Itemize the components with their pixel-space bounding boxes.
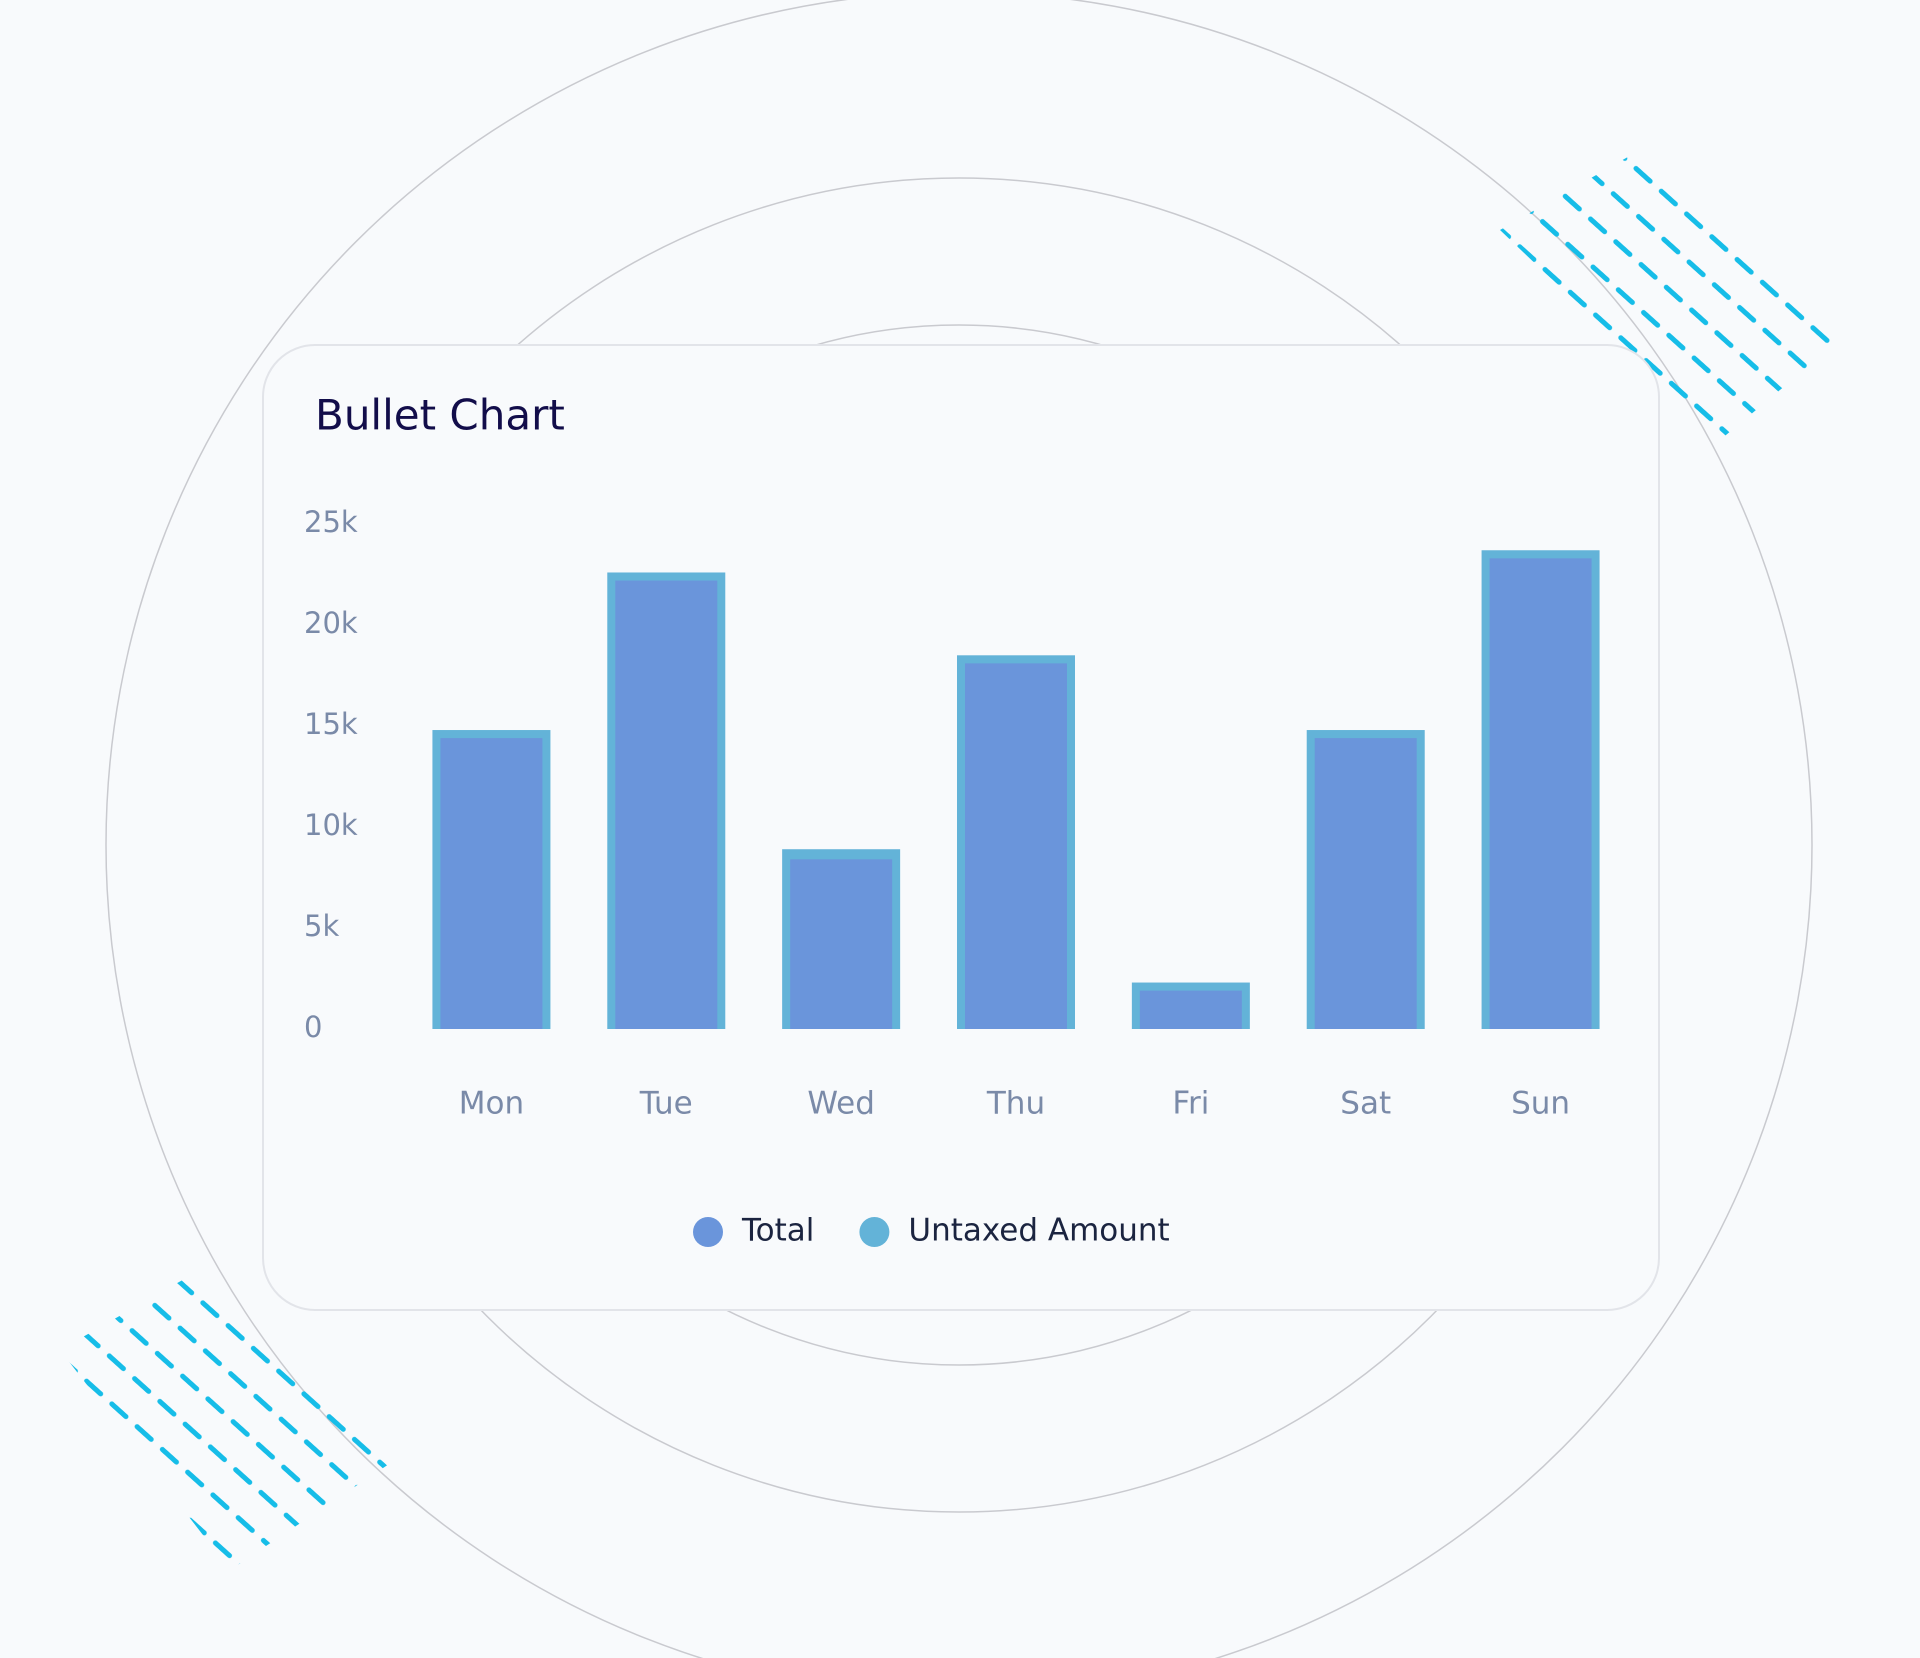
x-tick-label: Mon xyxy=(459,1086,524,1122)
total-bar xyxy=(1489,558,1592,1029)
total-bar xyxy=(790,859,893,1029)
total-bar xyxy=(1139,990,1242,1029)
x-tick-label: Sat xyxy=(1340,1086,1391,1122)
chart-title: Bullet Chart xyxy=(315,391,565,440)
x-tick-label: Sun xyxy=(1511,1086,1570,1122)
total-bar xyxy=(1314,738,1417,1029)
y-tick-label: 20k xyxy=(304,606,358,640)
y-tick-label: 0 xyxy=(304,1010,322,1044)
y-tick-label: 25k xyxy=(304,505,358,539)
y-tick-label: 15k xyxy=(304,707,358,741)
total-bar xyxy=(965,663,1067,1029)
x-tick-label: Fri xyxy=(1172,1086,1209,1122)
x-tick-label: Thu xyxy=(986,1086,1045,1122)
legend-label: Untaxed Amount xyxy=(908,1213,1169,1249)
plot: 0 5k 10k 15k 20k 25k Mon Tue Wed Thu Fri Sat Sun Tota… xyxy=(304,505,1600,1249)
x-tick-label: Tue xyxy=(639,1086,693,1122)
total-bar xyxy=(615,580,718,1029)
x-tick-label: Wed xyxy=(807,1086,875,1122)
legend-label: Total xyxy=(741,1213,814,1249)
dash-decoration xyxy=(1500,150,1840,440)
legend-swatch xyxy=(859,1217,890,1247)
total-bar xyxy=(440,738,543,1029)
legend-swatch xyxy=(693,1217,723,1247)
dash-decoration xyxy=(60,1270,395,1570)
y-tick-label: 10k xyxy=(304,808,358,842)
y-tick-label: 5k xyxy=(304,909,339,943)
